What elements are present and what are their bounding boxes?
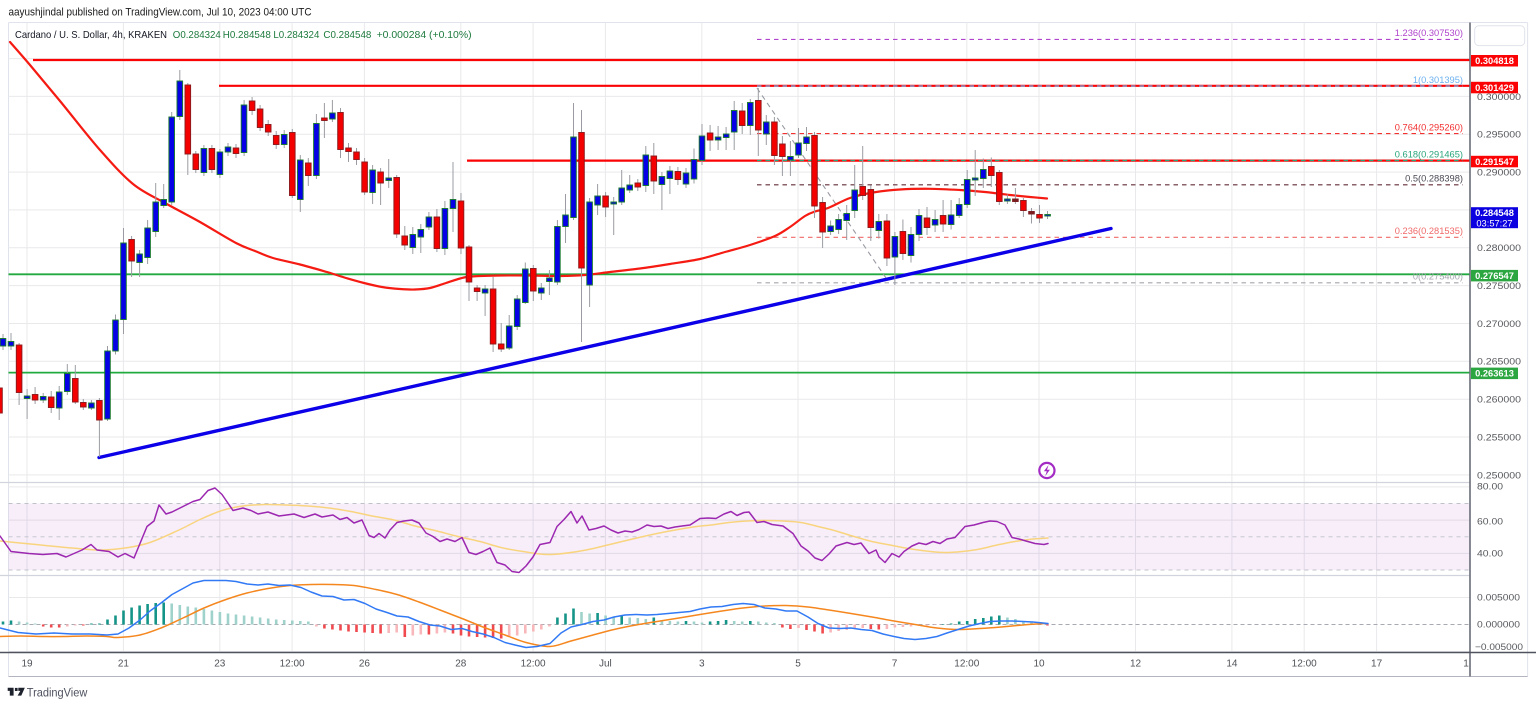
svg-text:0.255000: 0.255000: [1477, 431, 1521, 442]
svg-text:3: 3: [699, 659, 705, 670]
svg-text:0.270000: 0.270000: [1477, 318, 1521, 329]
svg-text:26: 26: [359, 659, 371, 670]
svg-text:7: 7: [892, 659, 898, 670]
svg-text:0.295000: 0.295000: [1477, 129, 1521, 140]
svg-text:0.005000: 0.005000: [1477, 592, 1520, 603]
svg-text:0.300000: 0.300000: [1477, 91, 1521, 102]
svg-text:0.290000: 0.290000: [1477, 167, 1521, 178]
svg-text:0.263613: 0.263613: [1475, 369, 1514, 379]
svg-text:0(0.275400): 0(0.275400): [1413, 272, 1463, 282]
svg-text:C0.284548: C0.284548: [323, 30, 371, 41]
svg-text:0.301429: 0.301429: [1475, 83, 1514, 93]
svg-text:19: 19: [21, 659, 33, 670]
svg-text:aayushjindal published on Trad: aayushjindal published on TradingView.co…: [9, 7, 312, 19]
svg-text:0.250000: 0.250000: [1477, 469, 1521, 480]
svg-text:0.236(0.281535): 0.236(0.281535): [1395, 226, 1463, 236]
svg-text:0.5(0.288398): 0.5(0.288398): [1405, 174, 1463, 184]
svg-text:10: 10: [1033, 659, 1045, 670]
svg-text:0.284548: 0.284548: [1475, 208, 1514, 218]
svg-text:L0.284324: L0.284324: [273, 30, 319, 41]
svg-text:14: 14: [1226, 659, 1238, 670]
svg-text:28: 28: [455, 659, 467, 670]
svg-text:Jul: Jul: [599, 659, 612, 670]
svg-text:40.00: 40.00: [1477, 548, 1503, 559]
svg-text:17: 17: [1371, 659, 1383, 670]
svg-text:0.764(0.295260): 0.764(0.295260): [1395, 122, 1463, 132]
svg-text:60.00: 60.00: [1477, 515, 1503, 526]
svg-text:TradingView: TradingView: [27, 685, 88, 699]
svg-text:0.275000: 0.275000: [1477, 280, 1521, 291]
svg-text:H0.284548: H0.284548: [223, 30, 271, 41]
svg-text:0.304818: 0.304818: [1475, 56, 1514, 66]
svg-text:23: 23: [214, 659, 226, 670]
svg-text:+0.000284 (+0.10%): +0.000284 (+0.10%): [377, 30, 472, 41]
svg-text:5: 5: [795, 659, 801, 670]
svg-text:12:00: 12:00: [280, 659, 305, 670]
svg-text:1.236(0.307530): 1.236(0.307530): [1395, 28, 1463, 38]
svg-text:0.618(0.291465): 0.618(0.291465): [1395, 149, 1463, 159]
svg-text:80.00: 80.00: [1477, 481, 1503, 492]
svg-text:Cardano / U. S. Dollar, 4h, KR: Cardano / U. S. Dollar, 4h, KRAKEN: [15, 30, 167, 41]
svg-text:12: 12: [1130, 659, 1142, 670]
svg-text:0.280000: 0.280000: [1477, 242, 1521, 253]
svg-text:O0.284324: O0.284324: [173, 30, 221, 41]
svg-text:21: 21: [118, 659, 130, 670]
svg-text:12:00: 12:00: [1292, 659, 1317, 670]
svg-text:0.291547: 0.291547: [1475, 157, 1514, 167]
svg-text:0.000000: 0.000000: [1477, 619, 1520, 630]
svg-text:12:00: 12:00: [521, 659, 546, 670]
svg-text:0.260000: 0.260000: [1477, 394, 1521, 405]
svg-text:−0.005000: −0.005000: [1475, 641, 1523, 652]
svg-text:0.265000: 0.265000: [1477, 356, 1521, 367]
svg-text:12:00: 12:00: [954, 659, 979, 670]
svg-text:0.276547: 0.276547: [1475, 271, 1514, 281]
svg-text:1(0.301395): 1(0.301395): [1413, 75, 1463, 85]
svg-text:1: 1: [1463, 659, 1469, 670]
svg-text:03:57:27: 03:57:27: [1476, 218, 1512, 228]
